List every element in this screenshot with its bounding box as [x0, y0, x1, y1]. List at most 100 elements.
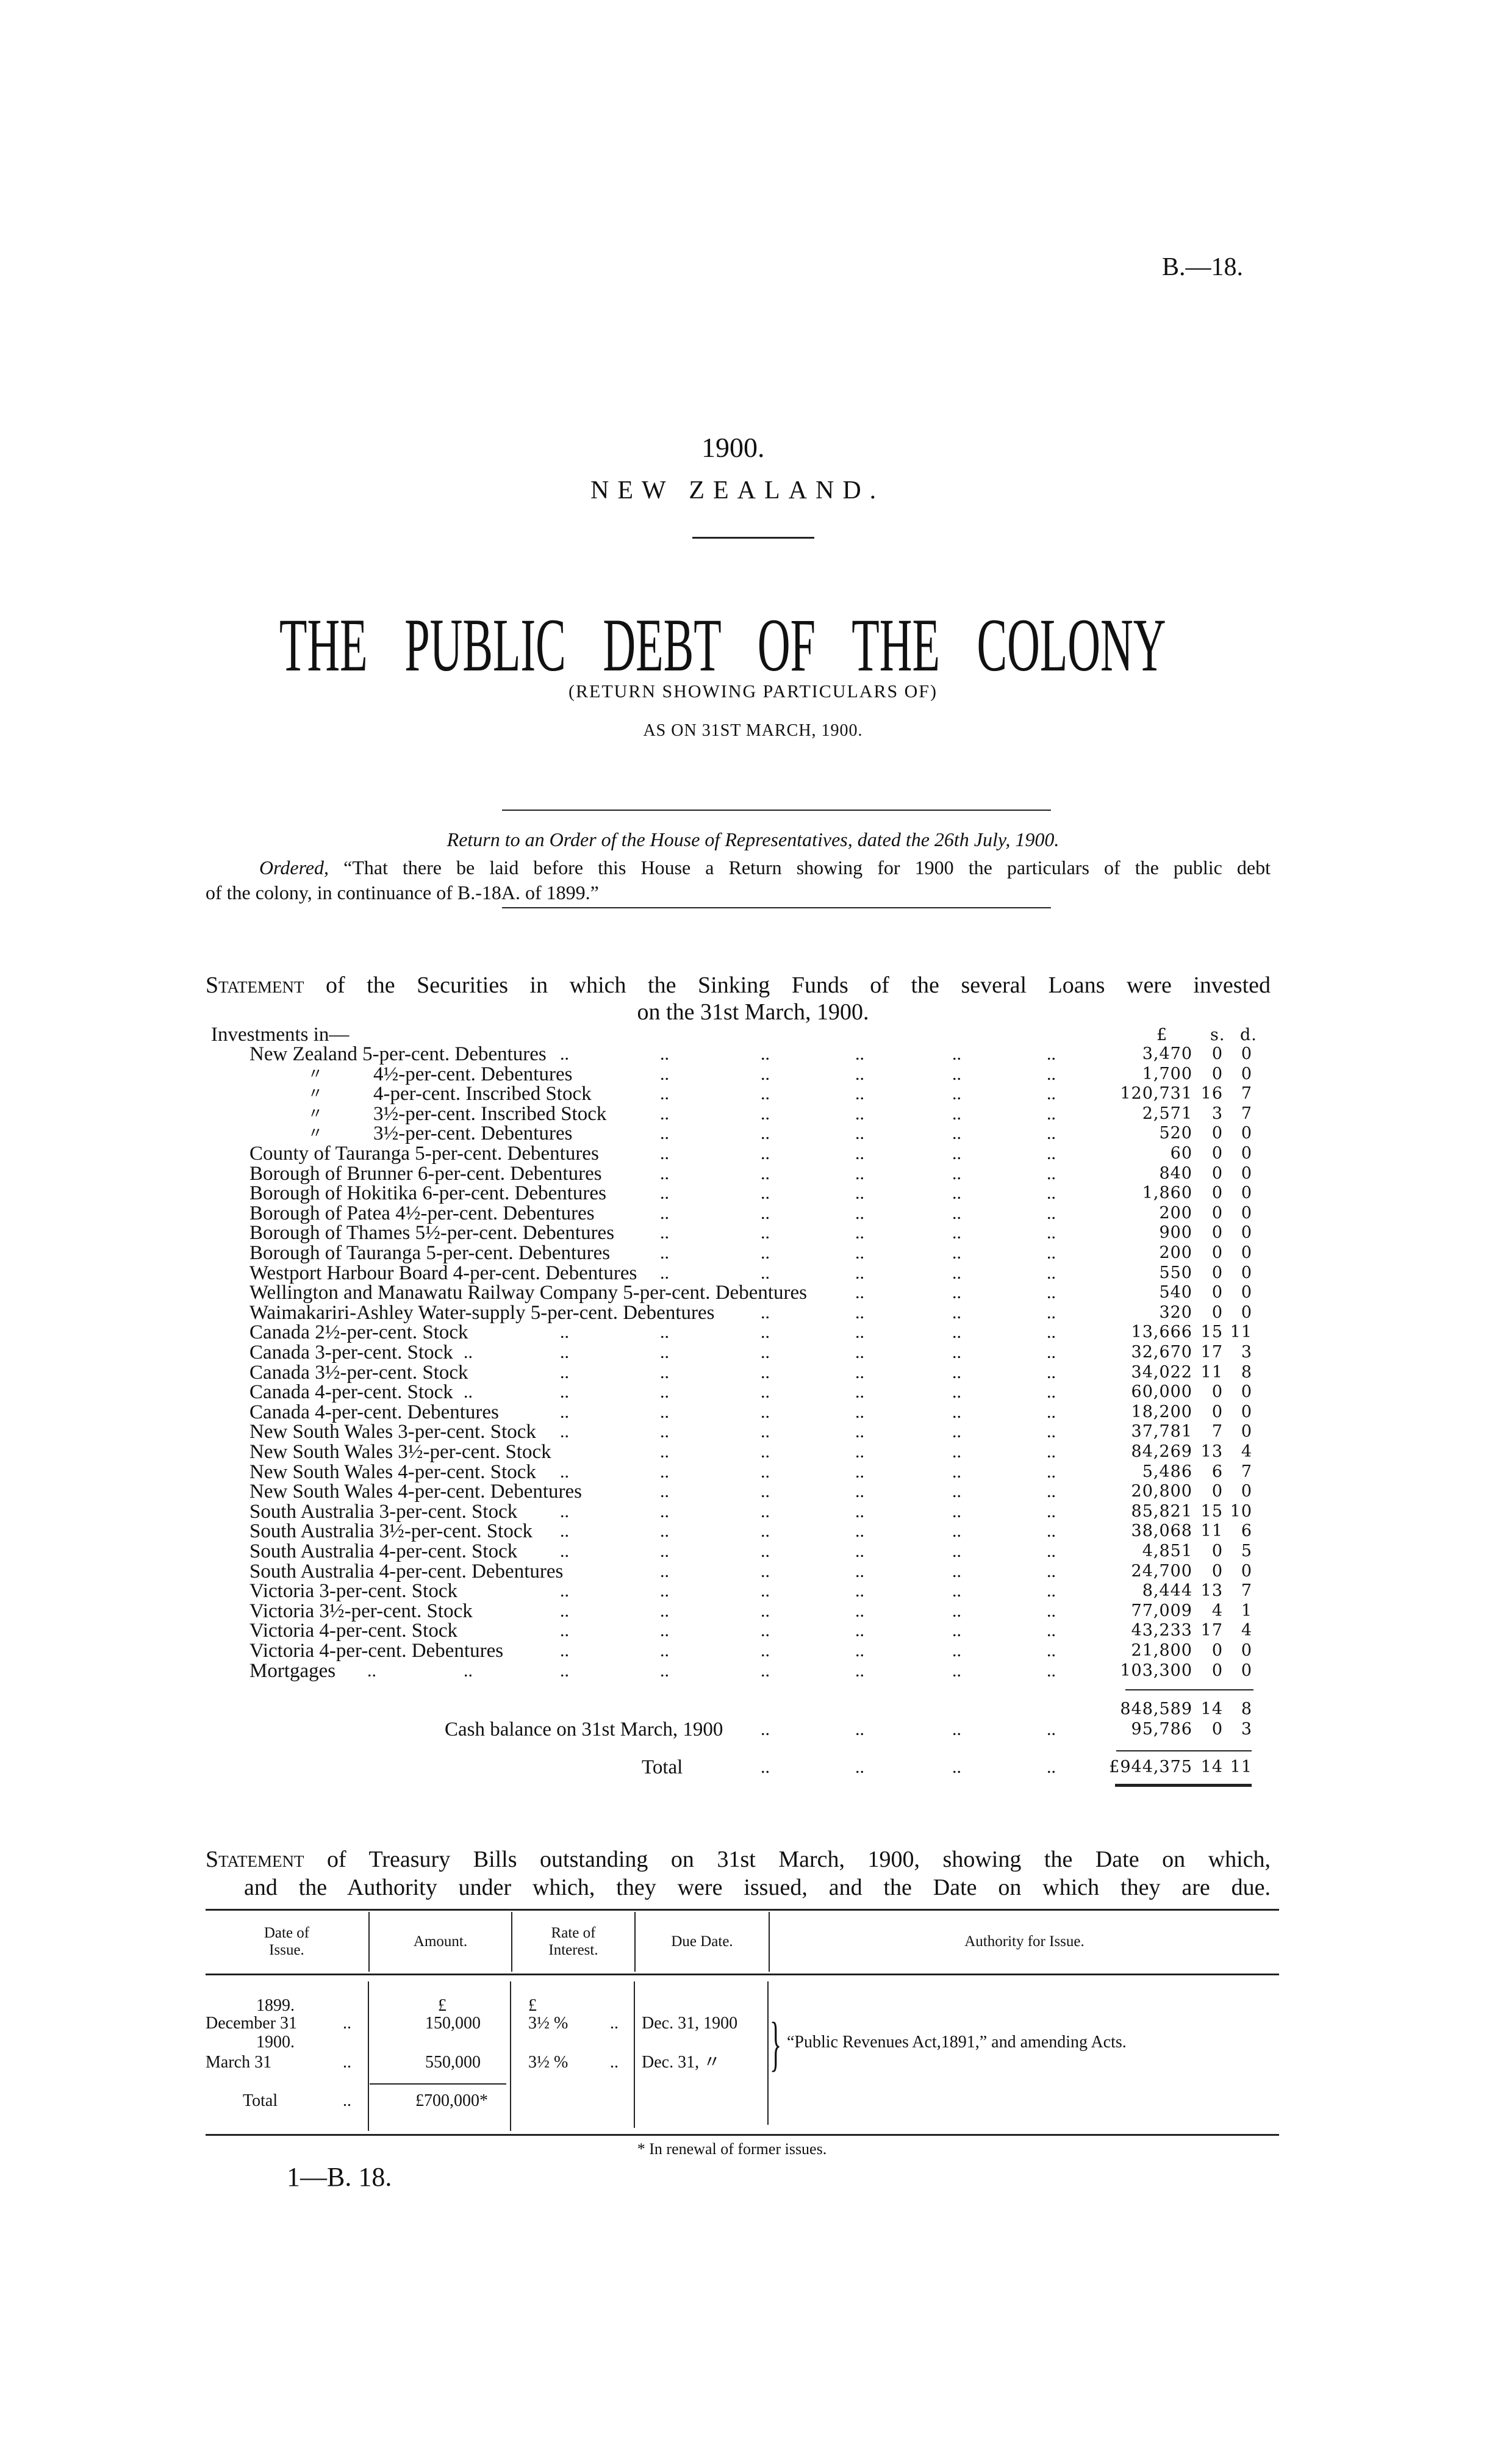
dot-leader: ..	[761, 1163, 770, 1184]
dot-leader: ..	[1047, 1481, 1056, 1502]
subtotal-pence: 8	[1241, 1700, 1252, 1719]
dot-leader: ..	[560, 1581, 569, 1601]
security-label: Canada 3-per-cent. Stock	[249, 1342, 453, 1363]
security-label: 4-per-cent. Inscribed Stock	[373, 1083, 592, 1105]
table-row: Canada 2½-per-cent. Stock 13,666 15 11.....…	[0, 1322, 1506, 1343]
amount-pence: 6	[1241, 1521, 1252, 1541]
due-date: Dec. 31, 1900	[642, 2014, 738, 2033]
dot-leader: ..	[761, 1501, 770, 1521]
table-row: South Australia 3½-per-cent. Stock 38,068…	[0, 1521, 1506, 1542]
ditto-mark: 〃	[308, 1066, 323, 1082]
dot-leader: ..	[761, 1243, 770, 1263]
amount-currency: £	[438, 1996, 446, 2015]
dot-leader: ..	[560, 1401, 569, 1422]
dot-leader: ..	[855, 1302, 864, 1323]
amount-pounds: 84,269	[1131, 1442, 1192, 1461]
total-double-rule	[1115, 1784, 1252, 1787]
header-line: Issue.	[269, 1942, 304, 1958]
table-row: Borough of Brunner 6-per-cent. Debenture…	[0, 1163, 1506, 1184]
dot-leader: ..	[1047, 1123, 1056, 1144]
cash-balance-row: Cash balance on 31st March, 1900 95,786 …	[0, 1720, 1506, 1740]
dot-leader: ..	[952, 1243, 961, 1263]
amount-pounds: 900	[1159, 1223, 1192, 1243]
table-row: 〃 3½-per-cent. Debentures 520 0 0..........	[0, 1122, 1506, 1145]
table-row: South Australia 4-per-cent. Stock 4,851 0 5…	[0, 1541, 1506, 1562]
signature-mark: 1—B. 18.	[287, 2162, 392, 2192]
header-rate-of-interest: Rate of Interest.	[512, 1925, 634, 1959]
table-row: New South Wales 4-per-cent. Stock 5,486 6 7…	[0, 1462, 1506, 1482]
amount-pence: 0	[1241, 1203, 1252, 1223]
amount-shillings: 0	[1211, 1243, 1223, 1262]
column-header-pounds: £	[1156, 1025, 1168, 1044]
amount-pence: 0	[1241, 1561, 1252, 1581]
amount-pounds: 13,666	[1131, 1323, 1192, 1342]
treasury-heading-line-2: and the Authority under which, they were…	[244, 1875, 1271, 1900]
table-bottom-rule	[206, 2134, 1279, 2136]
amount-pounds: 540	[1159, 1283, 1192, 1302]
ordered-line-2: of the colony, in continuance of B.-18A.…	[206, 882, 599, 903]
dot-leader: ..	[1047, 1322, 1056, 1343]
amount-shillings: 0	[1211, 1542, 1223, 1561]
dot-leader: ..	[952, 1561, 961, 1581]
rate-currency: £	[528, 1996, 537, 2015]
total-shillings: 14	[1200, 1758, 1223, 1776]
security-label: 3½-per-cent. Debentures	[373, 1122, 573, 1145]
dot-leader: ..	[761, 1262, 770, 1283]
table-row: Borough of Thames 5½-per-cent. Debenture…	[0, 1223, 1506, 1243]
header-amount: Amount.	[413, 1933, 468, 1950]
table-row: 〃 4-per-cent. Inscribed Stock 120,731 16 7..…	[0, 1084, 1506, 1104]
amount-pence: 3	[1241, 1343, 1252, 1362]
table-row: Victoria 3½-per-cent. Stock 77,009 4 1.....…	[0, 1601, 1506, 1621]
dot-leader: ..	[1047, 1044, 1056, 1064]
dot-leader: ..	[464, 1660, 473, 1681]
amount-pounds: 37,781	[1131, 1422, 1192, 1442]
amount-pence: 0	[1241, 1184, 1252, 1203]
dot-leader: ..	[761, 1461, 770, 1482]
dot-leader: ..	[761, 1561, 770, 1581]
dot-leader: ..	[761, 1223, 770, 1243]
dot-leader: ..	[761, 1481, 770, 1502]
security-label: 3½-per-cent. Inscribed Stock	[373, 1102, 607, 1125]
dot-leader: ..	[761, 1342, 770, 1362]
amount-shillings: 6	[1211, 1462, 1223, 1481]
dot-leader: ..	[761, 1103, 770, 1124]
amount-shillings: 0	[1211, 1124, 1223, 1143]
dot-leader: ..	[1047, 1521, 1056, 1542]
dot-leader: ..	[761, 1083, 770, 1104]
amount-shillings: 15	[1200, 1501, 1223, 1521]
amount: 150,000	[425, 2014, 481, 2033]
column-divider	[510, 1981, 511, 2131]
ditto-mark: 〃	[308, 1126, 323, 1142]
dot-leader: ..	[660, 1442, 669, 1462]
dot-leader: ..	[855, 1660, 864, 1681]
column-divider	[368, 1981, 369, 2131]
due-date: Dec. 31, 〃	[642, 2053, 721, 2072]
dot-leader: ..	[660, 1481, 669, 1502]
dot-leader: ..	[1047, 1302, 1056, 1323]
footnote: * In renewal of former issues.	[637, 2140, 827, 2158]
total-pounds: £944,375	[1109, 1758, 1192, 1776]
dot-leader: ..	[1047, 1541, 1056, 1561]
amount-pence: 7	[1241, 1581, 1252, 1601]
security-label: Waimakariri-Ashley Water-supply 5-per-ce…	[249, 1301, 715, 1324]
table-row: New South Wales 4-per-cent. Debentures 20…	[0, 1481, 1506, 1502]
dot-leader: ..	[560, 1660, 569, 1681]
table-header-rule	[206, 1974, 1279, 1975]
dot-leader: ..	[952, 1183, 961, 1204]
dot-leader: ..	[761, 1620, 770, 1641]
amount-pence: 1	[1241, 1601, 1252, 1620]
dot-leader: ..	[855, 1083, 864, 1104]
dot-leader: ..	[855, 1421, 864, 1442]
subtitle: (RETURN SHOWING PARTICULARS OF)	[568, 681, 938, 702]
dot-leader: ..	[952, 1757, 961, 1777]
dot-leader: ..	[855, 1322, 864, 1343]
dot-leader: ..	[761, 1442, 770, 1462]
dot-leader: ..	[952, 1044, 961, 1064]
amount-pence: 0	[1241, 1243, 1252, 1262]
table-row: Mortgages 103,300 0 0................	[0, 1661, 1506, 1681]
dot-leader: ..	[660, 1243, 669, 1263]
amount-shillings: 13	[1200, 1442, 1223, 1461]
security-label: Canada 3½-per-cent. Stock	[249, 1361, 468, 1384]
dot-leader: ..	[1047, 1163, 1056, 1184]
amount-pence: 0	[1241, 1144, 1252, 1163]
